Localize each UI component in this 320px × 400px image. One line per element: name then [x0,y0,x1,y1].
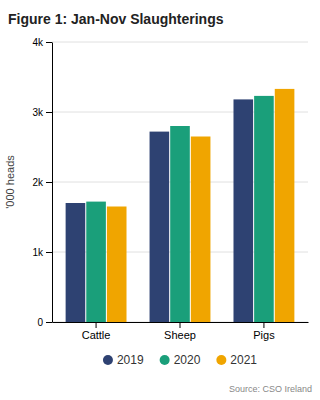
x-tick-label: Cattle [82,329,111,341]
bars [66,89,295,322]
bar [107,207,127,323]
y-tick-mark [46,42,52,43]
y-axis-line [52,43,53,323]
y-tick-mark [46,182,52,183]
y-tick-label: 1k [32,247,44,258]
y-tick-label: 4k [32,37,44,48]
y-tick: 3k [32,107,52,118]
plot-area: 0 1k 2k 3k 4k Cattle Sheep Pigs [32,37,308,341]
x-tick-mark [180,322,181,328]
y-axis-title: '000 heads [4,155,16,209]
bar [150,132,170,322]
y-tick-mark [46,112,52,113]
y-tick-label: 2k [32,177,44,188]
legend-item: 2019 [103,353,144,367]
bar-series [86,96,273,322]
y-tick: 1k [32,247,52,258]
legend-label: 2019 [117,353,144,367]
y-tick-mark [46,322,52,323]
x-tick: Sheep [164,322,196,341]
bar [233,99,253,322]
chart: 0 1k 2k 3k 4k Cattle Sheep Pigs '000 heads Figure… [0,0,320,400]
x-tick-label: Sheep [164,329,196,341]
x-tick-label: Pigs [253,329,275,341]
x-tick: Cattle [82,322,111,341]
title: Figure 1: Jan-Nov Slaughterings [8,11,224,27]
y-tick-label: 0 [37,317,43,328]
bar [275,89,295,322]
y-tick: 0 [37,317,52,328]
y-tick-label: 3k [32,107,44,118]
legend-item: 2020 [160,353,201,367]
bar [254,96,274,322]
legend-label: 2021 [230,353,257,367]
legend-swatch [216,355,226,365]
y-tick-mark [46,252,52,253]
bar [170,126,190,322]
y-tick: 4k [32,37,52,48]
x-axis: Cattle Sheep Pigs [53,322,309,341]
legend-item: 2021 [216,353,257,367]
bar-series [107,89,294,322]
y-tick: 2k [32,177,52,188]
legend-swatch [103,355,113,365]
y-axis: 0 1k 2k 3k 4k [32,37,52,328]
annotation: Source: CSO Ireland [229,384,312,394]
legend: 2019 2020 2021 [103,353,257,367]
grid [52,42,308,322]
grid-line [52,42,308,43]
bar [86,202,106,322]
bar [191,137,211,323]
bar [66,203,86,322]
x-tick-mark [96,322,97,328]
legend-swatch [160,355,170,365]
bar-series [66,99,253,322]
x-tick: Pigs [253,322,275,341]
legend-label: 2020 [174,353,201,367]
x-tick-mark [263,322,264,328]
